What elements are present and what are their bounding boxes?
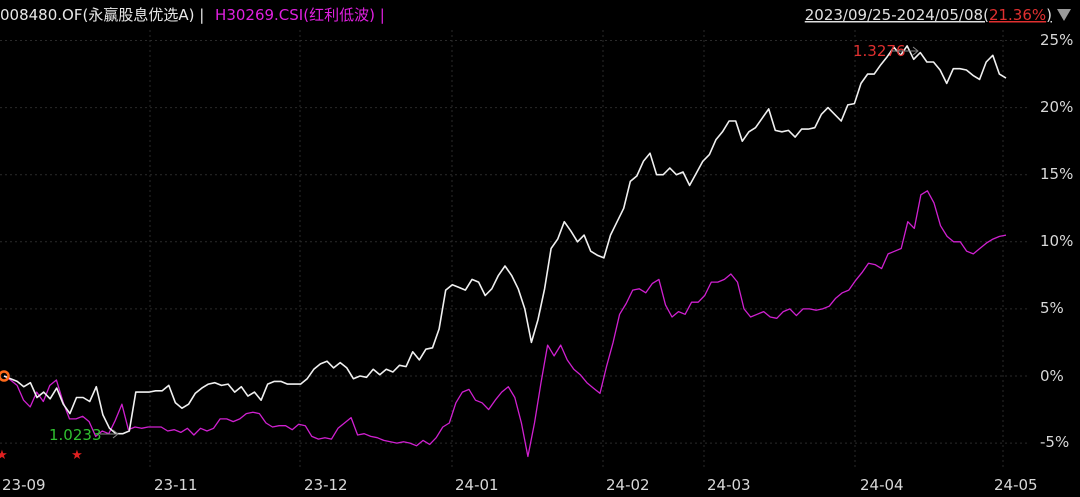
y-tick-label: 10% (1040, 232, 1073, 250)
range-summary[interactable]: 2023/09/25-2024/05/08(21.36%) (805, 6, 1052, 24)
x-tick-label: 23-12 (304, 476, 348, 494)
x-tick-label: 24-05 (994, 476, 1038, 494)
x-tick-label: 24-04 (860, 476, 904, 494)
y-tick-label: 25% (1040, 31, 1073, 49)
x-tick-label: 23-09 (2, 476, 46, 494)
max-arrow-icon (892, 46, 919, 56)
date-range: 2023/09/25-2024/05/08( (805, 6, 989, 24)
series-layer (3, 45, 1007, 458)
min-value-label: 1.0233 (49, 426, 102, 444)
legend-header: 008480.OF(永赢股息优选A) | H30269.CSI(红利低波) | (0, 6, 385, 24)
fund-series-line (3, 45, 1007, 435)
grid-layer (0, 30, 1030, 467)
x-tick-label: 23-11 (154, 476, 198, 494)
buy-star-icon: ★ (71, 448, 83, 463)
min-arrow-icon (100, 429, 119, 439)
y-tick-label: 0% (1040, 367, 1064, 385)
index-series-line (3, 190, 1007, 458)
buy-star-icon: ★ (0, 448, 8, 463)
period-return: 21.36% (989, 6, 1046, 24)
x-tick-label: 24-01 (455, 476, 499, 494)
x-tick-label: 24-03 (707, 476, 751, 494)
max-value-label: 1.3276 (853, 42, 906, 60)
y-axis: 25% 20% 15% 10% 5% 0% -5% (1040, 31, 1073, 451)
legend-index[interactable]: H30269.CSI(红利低波) | (215, 6, 385, 24)
y-tick-label: -5% (1040, 433, 1069, 451)
y-tick-label: 5% (1040, 299, 1064, 317)
range-dropdown-icon[interactable] (1057, 9, 1071, 21)
legend-fund[interactable]: 008480.OF(永赢股息优选A) | (0, 6, 204, 24)
x-axis: 23-09 23-11 23-12 24-01 24-02 24-03 24-0… (2, 476, 1038, 494)
start-marker-icon (0, 370, 10, 382)
x-tick-label: 24-02 (606, 476, 650, 494)
y-tick-label: 20% (1040, 98, 1073, 116)
y-tick-label: 15% (1040, 165, 1073, 183)
range-close: ) (1046, 6, 1052, 24)
